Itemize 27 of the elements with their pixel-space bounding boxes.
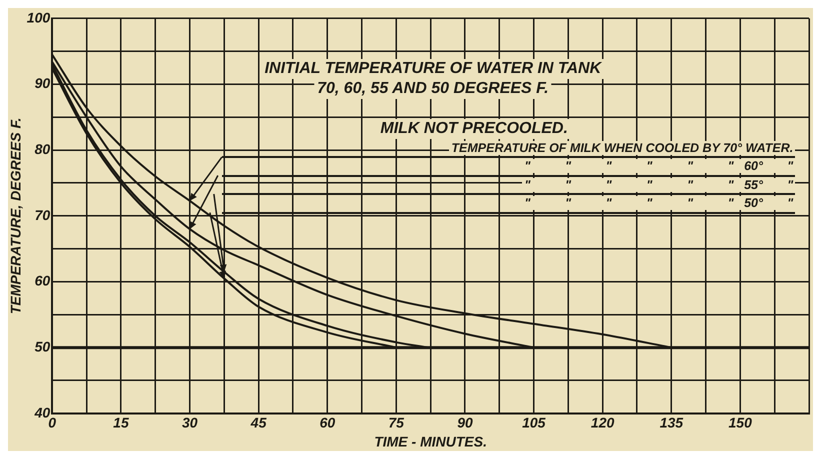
y-axis-title: TEMPERATURE, DEGREES F. <box>7 118 24 314</box>
x-tick-label: 15 <box>113 414 129 431</box>
text: " " " " " " 60° " <box>522 159 796 174</box>
x-tick-label: 90 <box>457 414 473 431</box>
x-axis-title: TIME - MINUTES. <box>374 433 487 450</box>
y-tick-label: 70 <box>34 206 50 223</box>
annotation: INITIAL TEMPERATURE OF WATER IN TANK <box>262 59 604 80</box>
text: TEMPERATURE OF MILK WHEN COOLED BY 70° WATER. <box>449 140 796 155</box>
y-tick-label: 80 <box>34 140 50 157</box>
annotation: MILK NOT PRECOOLED. <box>377 119 571 139</box>
y-tick-label: 100 <box>26 9 50 26</box>
x-tick-label: 105 <box>522 414 546 431</box>
y-tick-label: 60 <box>34 272 50 289</box>
x-tick-label: 75 <box>388 414 404 431</box>
x-tick-label: 0 <box>48 414 56 431</box>
x-tick-label: 150 <box>728 414 752 431</box>
x-tick-label: 45 <box>250 414 267 431</box>
x-tick-label: 60 <box>320 414 336 431</box>
x-tick-label: 30 <box>182 414 198 431</box>
y-tick-label: 40 <box>34 404 50 420</box>
x-tick-label: 120 <box>590 414 614 431</box>
y-tick-label: 90 <box>34 75 50 92</box>
y-tick-label: 50 <box>34 338 50 354</box>
text: " " " " " " 50° " <box>522 196 796 210</box>
x-tick-label: 135 <box>660 414 684 431</box>
annotation: 70, 60, 55 AND 50 DEGREES F. <box>314 78 552 99</box>
text: " " " " " " 55° " <box>522 178 796 192</box>
